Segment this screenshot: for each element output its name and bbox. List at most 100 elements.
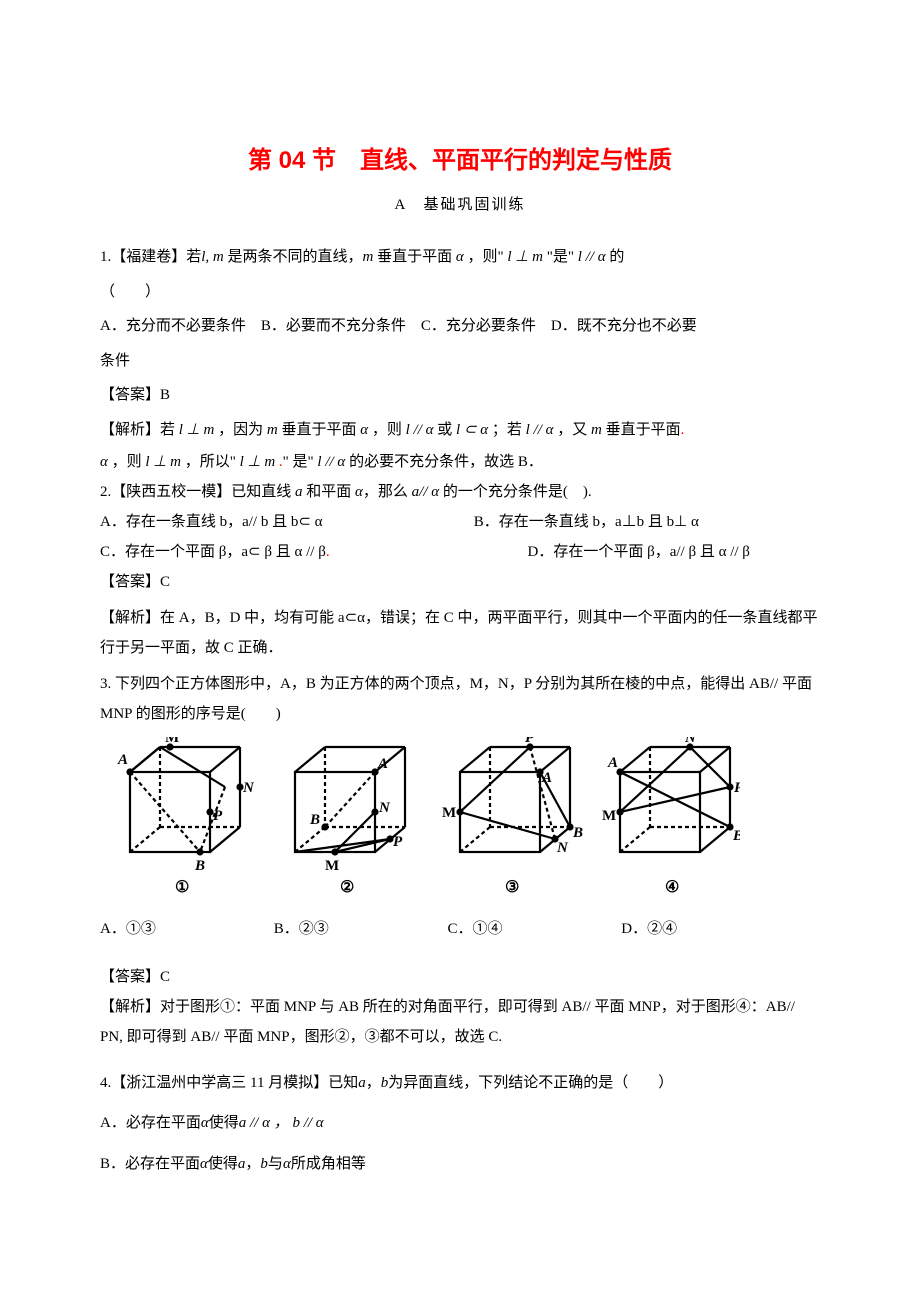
svg-text:A: A <box>117 752 128 768</box>
math: a // α ， b // α <box>239 1115 324 1131</box>
q2-answer: 【答案】C <box>100 567 820 597</box>
text: 【解析】若 <box>100 422 175 438</box>
q1-answer: 【答案】B <box>100 378 820 413</box>
svg-text:M: M <box>442 805 456 821</box>
math: a// α <box>408 484 443 500</box>
svg-text:B: B <box>194 858 205 874</box>
svg-text:N: N <box>684 737 697 746</box>
q1-optD-cont: 条件 <box>100 344 820 379</box>
text: 4.【浙江温州中学高三 11 月模拟】已知 <box>100 1075 358 1091</box>
math: α <box>356 422 371 438</box>
math: m <box>587 422 605 438</box>
svg-text:P: P <box>734 780 740 796</box>
q3-optC: C．①④ <box>448 912 618 947</box>
q1-analysis-2: α ，则 l ⊥ m ，所以" l ⊥ m ." 是" l // α 的必要不充… <box>100 447 820 477</box>
text: 的一个充分条件是( ). <box>443 484 592 500</box>
svg-text:M: M <box>165 737 179 746</box>
q4-optB: B．必存在平面α使得a，b与α所成角相等 <box>100 1147 820 1182</box>
text: 所成角相等 <box>291 1156 366 1172</box>
text: 使得 <box>208 1156 238 1172</box>
q2-stem: 2.【陕西五校一模】已知直线 a 和平面 α，那么 a// α 的一个充分条件是… <box>100 477 820 507</box>
q4-stem: 4.【浙江温州中学高三 11 月模拟】已知a，b为异面直线，下列结论不正确的是（… <box>100 1066 820 1101</box>
math: α <box>100 454 108 470</box>
svg-text:N: N <box>242 780 255 796</box>
q3-optD: D．②④ <box>621 912 791 947</box>
svg-text:M: M <box>325 858 339 874</box>
svg-text:P: P <box>213 808 223 824</box>
q3-figures: A M N P B ① <box>100 737 820 897</box>
text: 垂直于平面 <box>606 422 681 438</box>
text: 2.【陕西五校一模】已知直线 <box>100 484 291 500</box>
text: "是" <box>543 249 578 265</box>
text: A．必存在平面 <box>100 1115 201 1131</box>
svg-text:P: P <box>525 737 535 746</box>
q1-optB: B．必要而不充分条件 <box>261 318 406 334</box>
q3-optA: A．①③ <box>100 912 270 947</box>
cube-diagrams: A M N P B ① <box>100 737 740 897</box>
q4-optA: A．必存在平面α使得a // α ， b // α <box>100 1106 820 1141</box>
section-subtitle: A 基础巩固训练 <box>100 193 820 214</box>
red-dot: . <box>326 544 330 560</box>
text: ，因为 <box>218 422 263 438</box>
text: ，所以" <box>185 454 240 470</box>
svg-text:M: M <box>602 808 616 824</box>
q2-analysis: 【解析】在 A，B，D 中，均有可能 a⊂α，错误；在 C 中，两平面平行，则其… <box>100 603 820 663</box>
text: ；若 <box>492 422 522 438</box>
text: 的必要不充分条件，故选 B． <box>345 454 543 470</box>
math: l // α <box>522 422 557 438</box>
math: α <box>201 1115 209 1131</box>
text: B．必存在平面 <box>100 1156 200 1172</box>
text: 或 <box>437 422 452 438</box>
svg-text:P: P <box>393 834 403 850</box>
text: ，那么 <box>363 484 408 500</box>
math: l // α <box>402 422 437 438</box>
math: α <box>200 1156 208 1172</box>
q2-optB: B．存在一条直线 b，a⊥b 且 b⊥ α <box>474 514 699 530</box>
text: 垂直于平面 <box>281 422 356 438</box>
svg-text:A: A <box>377 756 388 772</box>
math-perp: l ⊥ m <box>507 249 543 265</box>
document-page: 第 04 节 直线、平面平行的判定与性质 A 基础巩固训练 1.【福建卷】若l,… <box>0 0 920 1241</box>
fig2-label: ② <box>340 879 354 896</box>
svg-text:N: N <box>556 840 569 856</box>
q3-analysis: 【解析】对于图形①：平面 MNP 与 AB 所在的对角面平行，即可得到 AB//… <box>100 992 820 1052</box>
q1-optA: A．充分而不必要条件 <box>100 318 246 334</box>
q1-analysis-1: 【解析】若 l ⊥ m ，因为 m 垂直于平面 α ，则 l // α 或 l … <box>100 413 820 448</box>
svg-text:B: B <box>572 825 583 841</box>
q2-row2: C．存在一个平面 β，a⊂ β 且 α // β. D．存在一个平面 β，a//… <box>100 537 820 567</box>
svg-text:B: B <box>732 828 740 844</box>
q1-stem: 1.【福建卷】若l, m 是两条不同的直线，m 垂直于平面 α ，则" l ⊥ … <box>100 240 820 275</box>
text: 和平面 <box>306 484 355 500</box>
text: 使得 <box>209 1115 239 1131</box>
svg-text:B: B <box>309 812 320 828</box>
text: 与 <box>268 1156 283 1172</box>
text: ，则 <box>108 454 142 470</box>
text: ，则" <box>464 249 508 265</box>
math: l ⊥ m <box>240 454 279 470</box>
math-alpha: α <box>456 249 464 265</box>
math: α <box>283 1156 291 1172</box>
math-m: m <box>363 249 374 265</box>
text: 为异面直线，下列结论不正确的是（ ） <box>388 1075 673 1091</box>
q3-options: A．①③ B．②③ C．①④ D．②④ <box>100 912 820 947</box>
q2-optA: A．存在一条直线 b，a// b 且 b⊂ α <box>100 507 470 537</box>
red-dot: . <box>681 422 685 438</box>
q1-optC: C．充分必要条件 <box>421 318 536 334</box>
text: 1.【福建卷】若 <box>100 249 201 265</box>
q3-stem: 3. 下列四个正方体图形中，A，B 为正方体的两个顶点，M，N，P 分别为其所在… <box>100 669 820 729</box>
section-title: 第 04 节 直线、平面平行的判定与性质 <box>100 140 820 175</box>
fig4-label: ④ <box>665 879 679 896</box>
math-parallel: l // α <box>578 249 606 265</box>
q1-options: A．充分而不必要条件 B．必要而不充分条件 C．充分必要条件 D．既不充分也不必… <box>100 309 820 344</box>
svg-text:N: N <box>378 800 391 816</box>
text: 是两条不同的直线， <box>224 249 363 265</box>
math: α <box>355 484 363 500</box>
text: ， <box>366 1075 381 1091</box>
text: 的 <box>606 249 625 265</box>
text: ， <box>245 1156 260 1172</box>
math-lm: l, m <box>201 249 224 265</box>
q2-row1: A．存在一条直线 b，a// b 且 b⊂ α B．存在一条直线 b，a⊥b 且… <box>100 507 820 537</box>
q2-optD: D．存在一个平面 β，a// β 且 α // β <box>528 544 750 560</box>
math: a <box>291 484 306 500</box>
math-a: a <box>358 1075 366 1091</box>
